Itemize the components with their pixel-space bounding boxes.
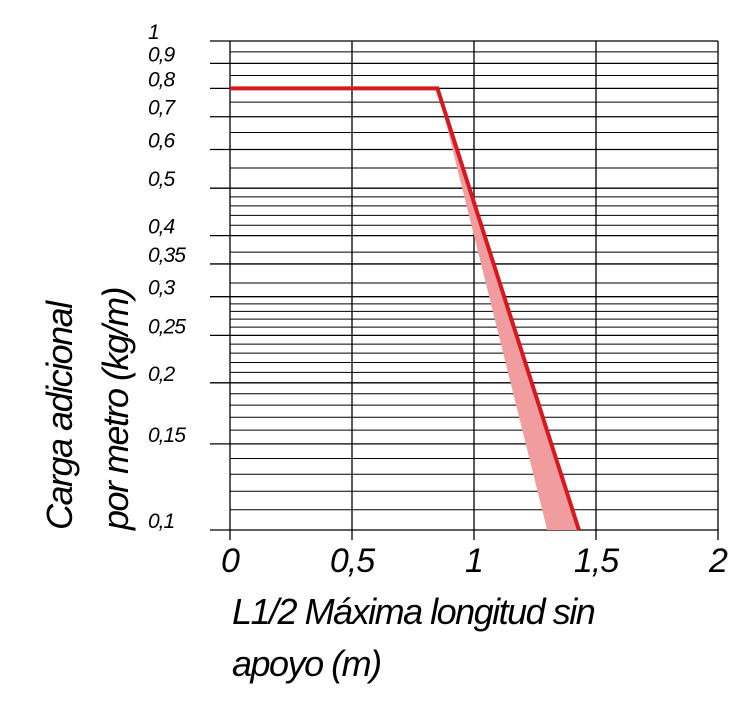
y-tick-label: 0,5	[148, 168, 176, 191]
y-tick-label: 1	[148, 21, 159, 44]
y-tick-label: 0,6	[148, 129, 176, 152]
y-tick-label: 0,3	[148, 277, 176, 300]
y-tick-label: 0,25	[148, 315, 186, 338]
x-tick-label: 1,5	[574, 542, 619, 580]
x-tick-label: 0	[221, 542, 240, 580]
y-tick-label: 0,15	[148, 424, 186, 447]
y-tick-label: 0,9	[148, 43, 176, 66]
x-tick-label: 1	[465, 542, 483, 580]
y-tick-label: 0,2	[148, 363, 176, 386]
y-tick-label: 0,4	[148, 216, 175, 239]
y-axis-label: por metro (kg/m)	[95, 288, 136, 531]
x-axis-label: apoyo (m)	[232, 643, 381, 684]
x-tick-label: 2	[708, 542, 728, 580]
y-tick-label: 0,35	[148, 244, 186, 267]
y-tick-label: 0,7	[148, 97, 177, 120]
line	[230, 86, 581, 531]
x-tick-label: 0,5	[330, 542, 375, 580]
x-axis-label: L1/2 Máxima longitud sin	[232, 591, 595, 632]
y-axis-label: Carga adicional	[39, 300, 80, 530]
y-tick-label: 0,1	[148, 510, 174, 533]
y-tick-label: 0,8	[148, 68, 176, 91]
